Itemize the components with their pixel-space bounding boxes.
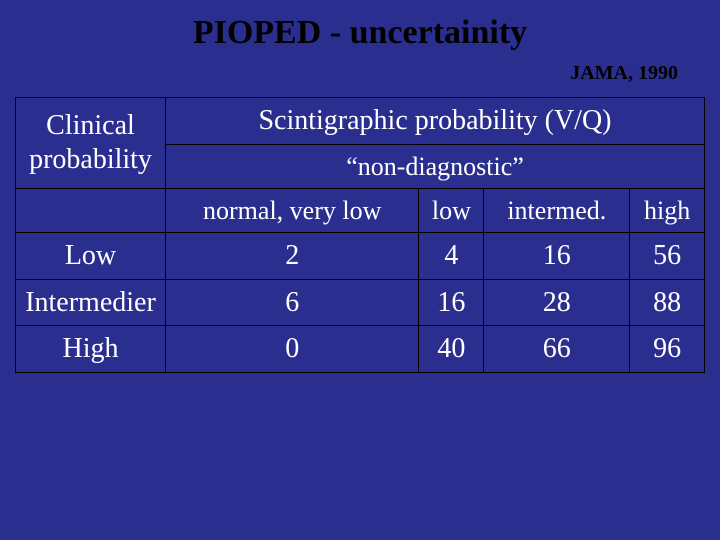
cell: 2: [166, 232, 419, 279]
col-1: low: [419, 188, 484, 232]
row-header-empty: [16, 188, 166, 232]
cell: 28: [484, 279, 630, 326]
cell: 96: [630, 326, 705, 373]
slide-title: PIOPED - uncertainity: [0, 0, 720, 58]
table-row: High 0 40 66 96: [16, 326, 705, 373]
cell: 66: [484, 326, 630, 373]
row-header-label: Clinical probability: [16, 98, 166, 189]
cell: 6: [166, 279, 419, 326]
cell: 16: [484, 232, 630, 279]
row-label-2: High: [16, 326, 166, 373]
probability-table: Clinical probability Scintigraphic proba…: [15, 97, 705, 373]
table-row: Low 2 4 16 56: [16, 232, 705, 279]
cell: 4: [419, 232, 484, 279]
col-subheader-label: “non-diagnostic”: [166, 144, 705, 188]
cell: 16: [419, 279, 484, 326]
col-2: intermed.: [484, 188, 630, 232]
table-row: Intermedier 6 16 28 88: [16, 279, 705, 326]
row-label-1: Intermedier: [16, 279, 166, 326]
cell: 56: [630, 232, 705, 279]
col-header-label: Scintigraphic probability (V/Q): [166, 98, 705, 145]
cell: 40: [419, 326, 484, 373]
col-0: normal, very low: [166, 188, 419, 232]
slide-subtitle: JAMA, 1990: [0, 58, 720, 97]
cell: 88: [630, 279, 705, 326]
col-3: high: [630, 188, 705, 232]
row-label-0: Low: [16, 232, 166, 279]
cell: 0: [166, 326, 419, 373]
